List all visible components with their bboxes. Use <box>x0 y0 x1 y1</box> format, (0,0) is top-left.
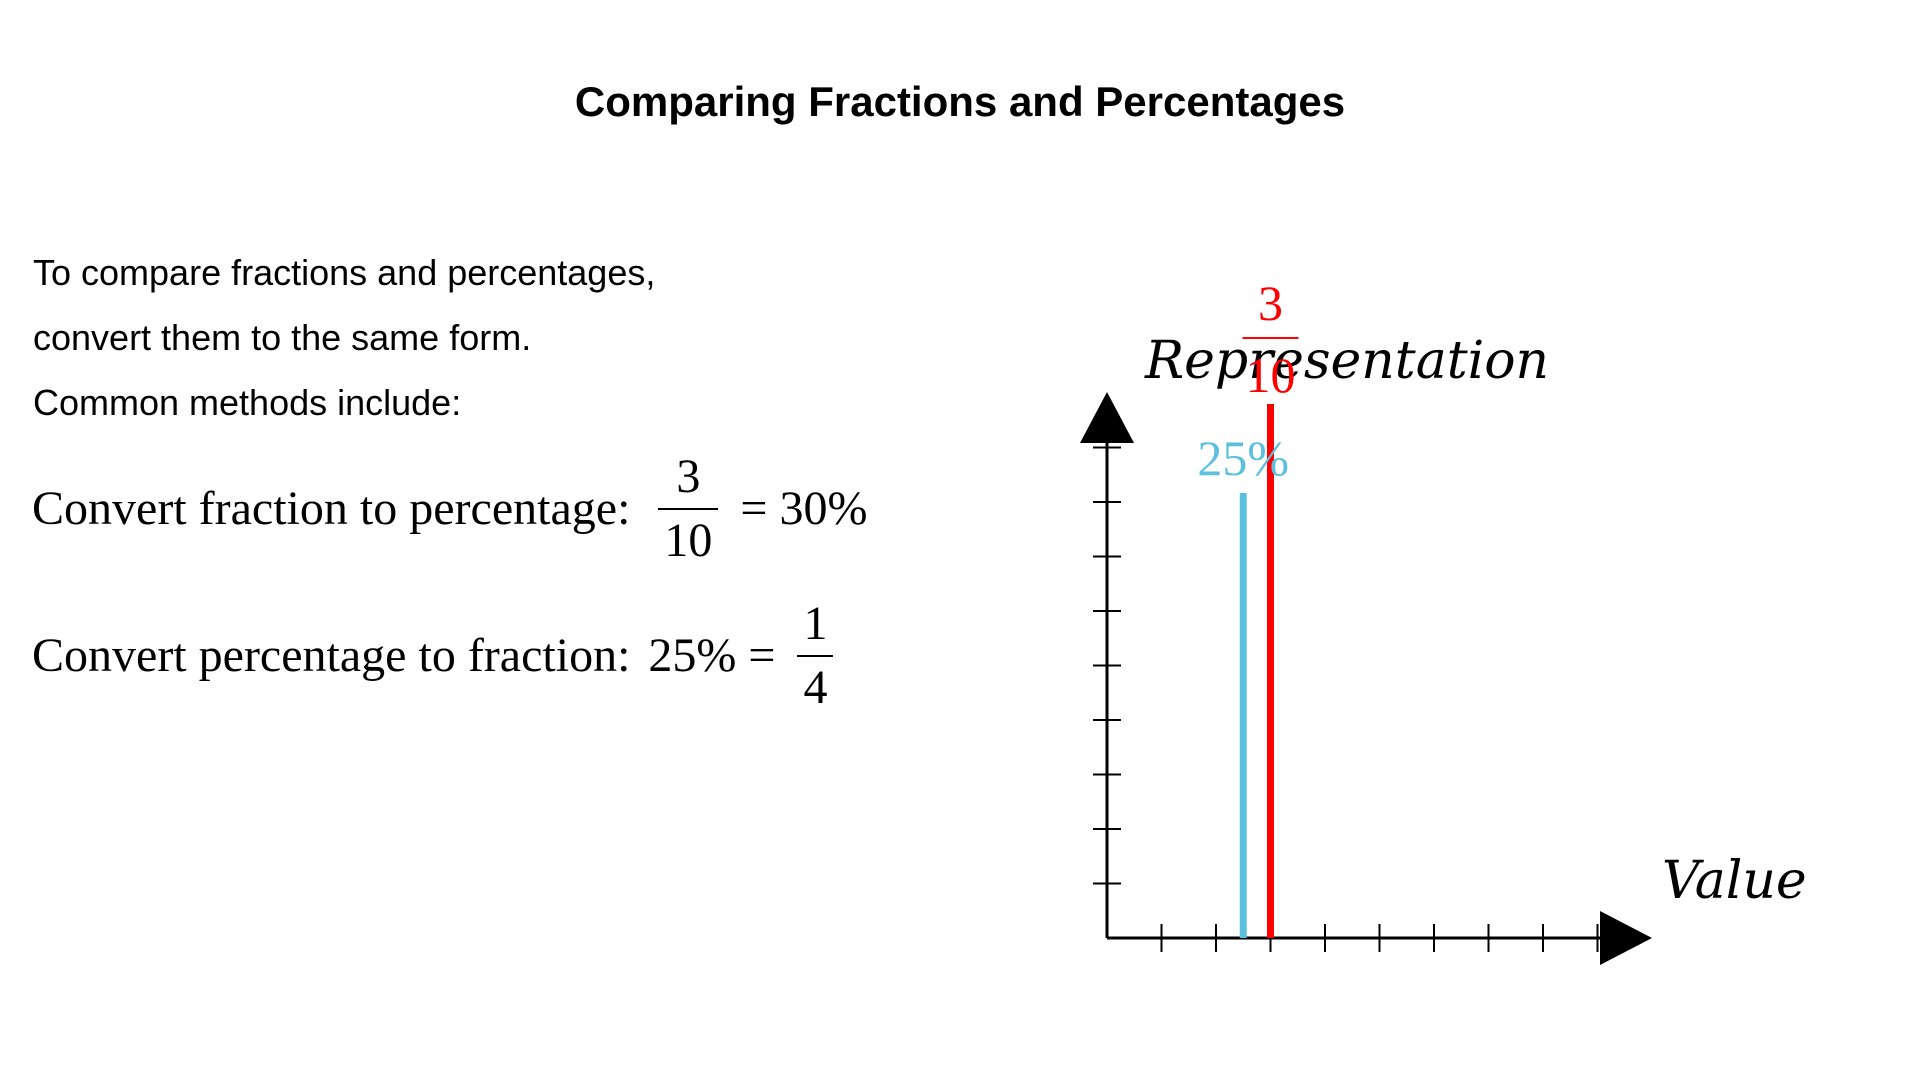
y-axis-ticks <box>1093 446 1121 885</box>
formula-1-label: Convert fraction to percentage: <box>32 482 631 535</box>
formula-2-label: Convert percentage to fraction: <box>32 629 631 682</box>
fraction-numerator: 1 <box>803 597 828 650</box>
intro-line-3: Common methods include: <box>33 382 462 423</box>
intro-text: To compare fractions and percentages, co… <box>33 240 655 435</box>
fraction-to-percentage-formula: Convert fraction to percentage: 3 10 = 3… <box>32 450 867 568</box>
page-title: Comparing Fractions and Percentages <box>574 78 1346 125</box>
equals-sign: = <box>740 482 768 535</box>
fraction-numerator: 3 <box>676 450 701 503</box>
y-axis-label: Representation <box>1144 331 1549 391</box>
bar-label-fraction-denominator: 10 <box>1246 347 1296 403</box>
intro-line-1: To compare fractions and percentages, <box>33 252 656 293</box>
fraction-three-tenths: 3 10 <box>658 450 719 568</box>
percentage-to-fraction-formula: Convert percentage to fraction: 25% = 1 … <box>32 597 843 715</box>
fraction-denominator: 10 <box>664 514 713 567</box>
x-axis-arrowhead <box>1600 911 1652 965</box>
x-axis-label: Value <box>1662 851 1807 911</box>
equals-sign: = <box>748 629 776 682</box>
fraction-one-quarter: 1 4 <box>797 597 834 715</box>
formula-2-percent: 25% <box>648 629 737 682</box>
y-axis-arrowhead <box>1080 392 1134 443</box>
fraction-bar <box>797 655 834 657</box>
bar-label-percentage: 25% <box>1197 430 1289 486</box>
bar-label-fraction-numerator: 3 <box>1258 275 1283 331</box>
diagram-axes <box>1080 392 1652 965</box>
intro-line-2: convert them to the same form. <box>33 317 532 358</box>
fraction-bar <box>658 508 719 510</box>
formula-1-result: 30% <box>779 482 868 535</box>
fraction-denominator: 4 <box>803 661 828 714</box>
value-bars <box>1239 404 1274 938</box>
